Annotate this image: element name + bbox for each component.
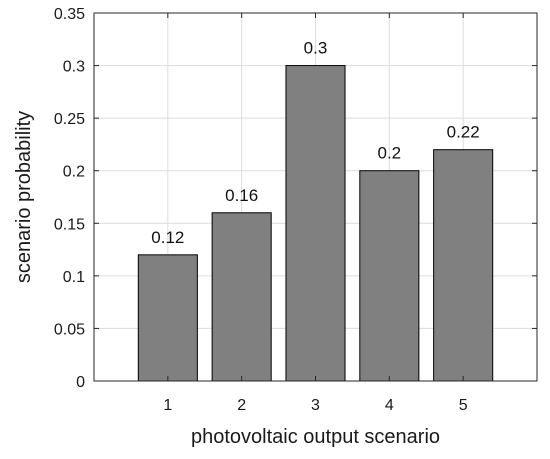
bar-2	[211, 212, 272, 382]
y-tick-label: 0.1	[63, 269, 85, 286]
x-tick-label: 3	[311, 397, 320, 414]
data-label-3: 0.3	[304, 39, 328, 58]
y-tick-label: 0.25	[54, 111, 85, 128]
y-tick-label: 0	[76, 374, 85, 391]
x-tick-label: 2	[237, 397, 246, 414]
data-label-5: 0.22	[447, 123, 480, 142]
bar-5	[433, 149, 494, 382]
x-tick-label: 5	[459, 397, 468, 414]
x-tick-label: 4	[385, 397, 394, 414]
bar-1	[137, 254, 198, 382]
y-tick-label: 0.2	[63, 164, 85, 181]
data-label-2: 0.16	[225, 186, 258, 205]
bar-3	[285, 65, 346, 382]
y-tick-label: 0.15	[54, 216, 85, 233]
data-label-1: 0.12	[151, 228, 184, 247]
y-tick-label: 0.05	[54, 321, 85, 338]
data-label-4: 0.2	[378, 144, 402, 163]
y-axis-label: scenario probability	[13, 111, 35, 283]
y-tick-label: 0.3	[63, 59, 85, 76]
y-tick-label: 0.35	[54, 6, 85, 23]
y-tick-labels: 0 0.05 0.1 0.15 0.2 0.25 0.3 0.35	[54, 6, 85, 391]
x-axis-label: photovoltaic output scenario	[191, 426, 440, 448]
x-tick-labels: 1 2 3 4 5	[163, 397, 467, 414]
bars	[137, 65, 494, 382]
tick-marks	[94, 12, 537, 382]
x-tick-label: 1	[163, 397, 172, 414]
bar-4	[359, 170, 420, 382]
data-labels: 0.12 0.16 0.3 0.2 0.22	[151, 39, 479, 247]
